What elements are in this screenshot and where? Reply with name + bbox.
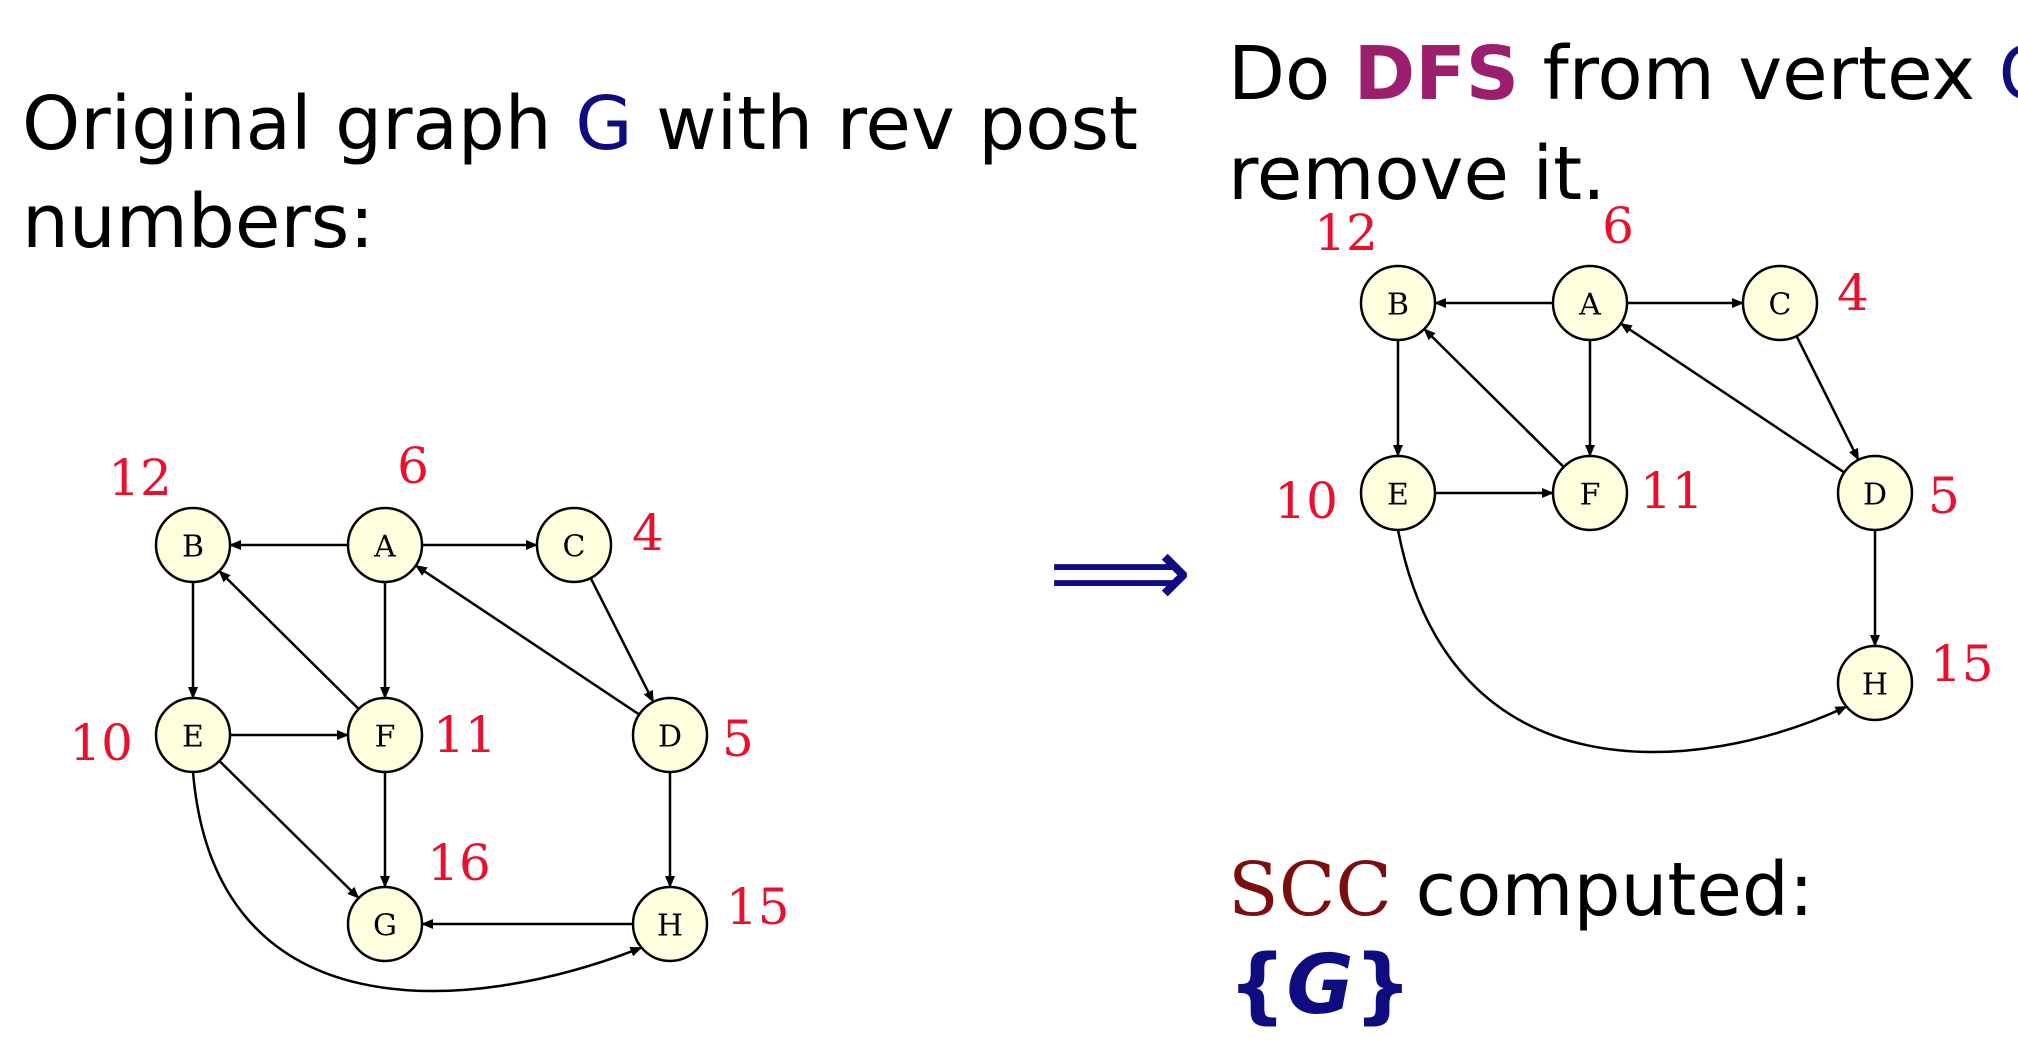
left-heading-line2: numbers:: [22, 179, 375, 265]
scc-result-line: SCC computed:: [1228, 840, 1814, 940]
node-g: G: [346, 885, 424, 963]
post-number-h: 15: [726, 878, 790, 936]
post-number-e: 10: [1274, 472, 1338, 530]
node-label: A: [373, 530, 396, 565]
node-circle: [1836, 454, 1914, 532]
scc-label: SCC: [1228, 847, 1392, 933]
node-d: D: [631, 696, 709, 774]
node-circle: [154, 696, 232, 774]
left-heading-prefix: Original graph: [22, 81, 576, 167]
node-circle: [346, 885, 424, 963]
node-f: F: [1551, 454, 1629, 532]
node-e: E: [1359, 454, 1437, 532]
edge-f-to-b: [218, 570, 360, 710]
right-heading-suffix: from vertex: [1519, 31, 1999, 117]
node-d: D: [1836, 454, 1914, 532]
node-b: B: [1359, 264, 1437, 342]
edge-e-to-h: [191, 771, 643, 993]
right-heading-line2: remove it.: [1228, 131, 1606, 217]
node-circle: [346, 506, 424, 584]
set-open-brace: {: [1228, 938, 1287, 1033]
edge-d-to-a: [414, 564, 640, 716]
scc-set: {G}: [1228, 936, 1412, 1036]
node-h: H: [1836, 644, 1914, 722]
post-number-e: 10: [69, 714, 133, 772]
set-item: G: [1286, 938, 1354, 1033]
right-heading-line1: Do DFS from vertex G: [1228, 24, 2018, 124]
node-circle: [1741, 264, 1819, 342]
post-number-f: 11: [1640, 462, 1704, 520]
edge-e-to-h: [1396, 529, 1848, 754]
graph-symbol: G: [575, 81, 633, 167]
implies-arrow: ⟹: [1048, 514, 1191, 631]
post-number-h: 15: [1930, 635, 1994, 693]
node-label: D: [658, 720, 682, 755]
dfs-keyword: DFS: [1353, 31, 1520, 117]
node-c: C: [535, 506, 613, 584]
node-f: F: [346, 696, 424, 774]
set-close-brace: }: [1353, 938, 1413, 1033]
node-label: E: [1387, 478, 1409, 513]
node-label: G: [373, 909, 397, 944]
node-circle: [1359, 454, 1437, 532]
right-heading-prefix: Do: [1228, 31, 1354, 117]
node-circle: [631, 885, 709, 963]
node-label: H: [1862, 668, 1888, 703]
node-label: A: [1578, 288, 1601, 323]
node-a: A: [346, 506, 424, 584]
node-e: E: [154, 696, 232, 774]
node-label: C: [563, 530, 586, 565]
node-circle: [1551, 264, 1629, 342]
node-label: F: [1580, 478, 1601, 513]
post-number-b: 12: [108, 449, 172, 507]
post-number-b: 12: [1314, 204, 1378, 262]
post-number-d: 5: [722, 710, 754, 768]
post-number-c: 4: [632, 504, 664, 562]
node-circle: [1359, 264, 1437, 342]
node-c: C: [1741, 264, 1819, 342]
original-graph: B 12 A6 C 4 E 10 F 11 D 5 G 16 H 15: [69, 437, 790, 993]
node-label: B: [1387, 288, 1409, 323]
node-label: F: [375, 720, 396, 755]
post-number-a: 6: [397, 437, 429, 495]
node-label: E: [182, 720, 204, 755]
edge-e-to-g: [218, 760, 360, 899]
node-circle: [346, 696, 424, 774]
edge-d-to-a: [1619, 322, 1845, 474]
node-a: A: [1551, 264, 1629, 342]
node-label: H: [657, 909, 683, 944]
left-heading-line1: Original graph G with rev post: [22, 74, 1138, 174]
node-circle: [1836, 644, 1914, 722]
node-h: H: [631, 885, 709, 963]
post-number-f: 11: [433, 706, 497, 764]
node-circle: [631, 696, 709, 774]
node-circle: [154, 506, 232, 584]
node-label: C: [1769, 288, 1792, 323]
edge-f-to-b: [1423, 328, 1565, 468]
left-heading-suffix: with rev post: [632, 81, 1139, 167]
post-number-a: 6: [1602, 197, 1634, 255]
scc-computed-text: computed:: [1391, 847, 1814, 933]
post-number-g: 16: [427, 834, 491, 892]
edge-c-to-d: [589, 577, 655, 703]
post-number-d: 5: [1928, 467, 1960, 525]
node-circle: [1551, 454, 1629, 532]
vertex-symbol: G: [1999, 31, 2018, 117]
graph-after-removal: B 12 A6 C 4 E 10 F 11 D 5 H 15: [1274, 197, 1994, 754]
node-b: B: [154, 506, 232, 584]
node-label: B: [182, 530, 204, 565]
post-number-c: 4: [1837, 264, 1869, 322]
node-circle: [535, 506, 613, 584]
edge-c-to-d: [1795, 335, 1860, 461]
node-label: D: [1863, 478, 1887, 513]
